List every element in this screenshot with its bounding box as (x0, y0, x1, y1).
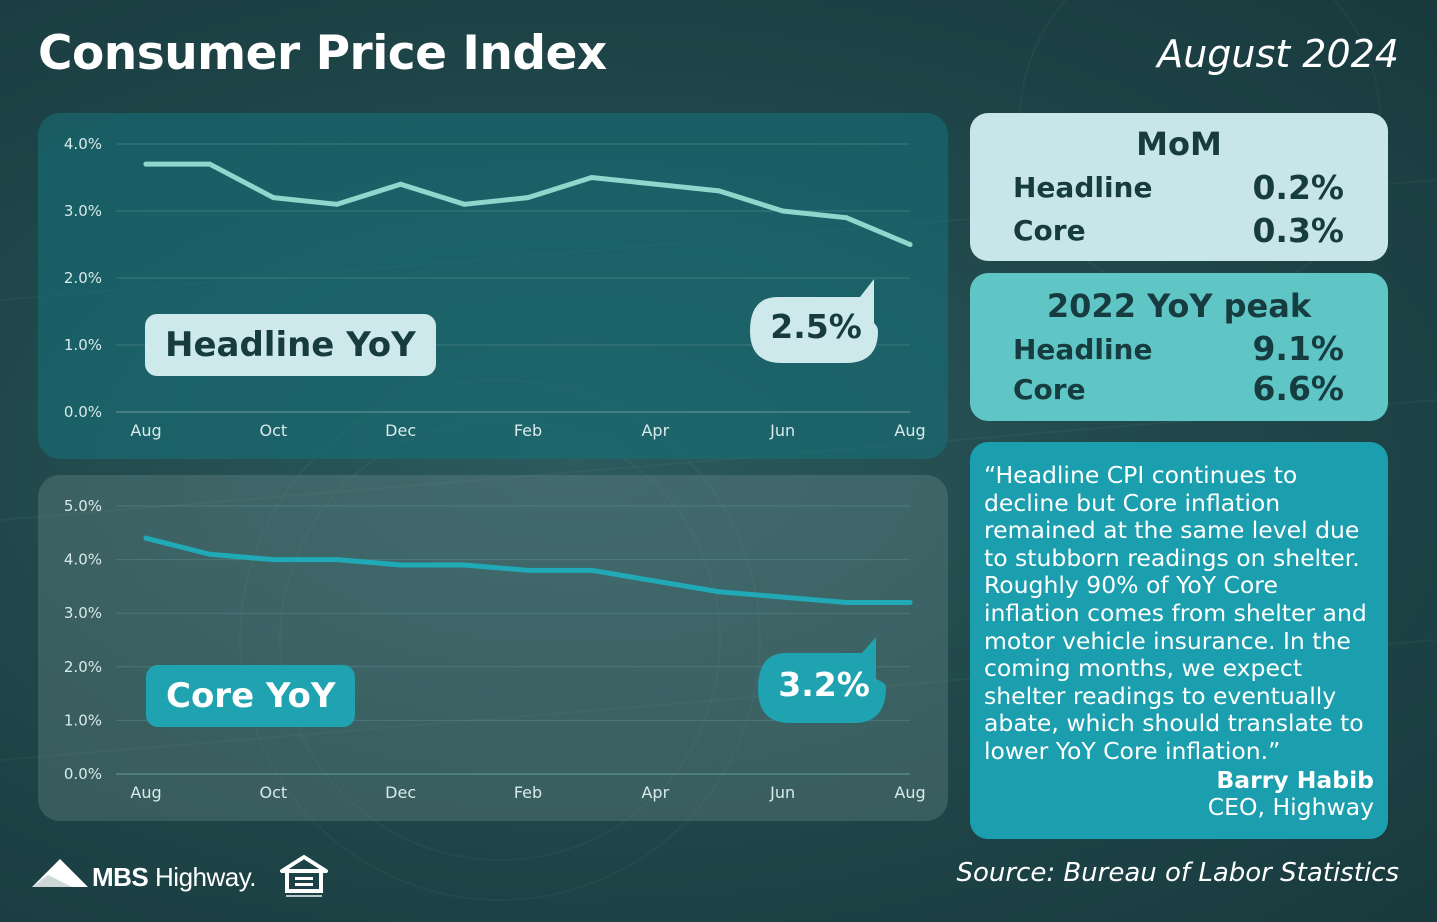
core-data-point (589, 567, 595, 573)
quote-author: Barry Habib (1216, 766, 1374, 794)
core-data-point (334, 557, 340, 563)
mom-headline-label: Headline (1013, 171, 1153, 204)
mom-core-label: Core (1013, 214, 1086, 247)
core-yoy-chart: 0.0% 1.0% 2.0% 3.0% 4.0% 5.0% Aug Oct Dec Feb Apr J… (64, 497, 926, 802)
headline-x-tick-label: Oct (259, 421, 287, 440)
core-yoy-label: Core YoY (146, 665, 356, 727)
headline-data-point (270, 195, 276, 201)
core-data-point (843, 599, 849, 605)
headline-data-point (780, 208, 786, 214)
core-y-tick-label: 0.0% (64, 765, 102, 783)
core-y-tick-label: 3.0% (64, 604, 102, 622)
core-y-tick-label: 2.0% (64, 658, 102, 676)
core-x-tick-label: Aug (130, 783, 161, 802)
core-data-point (461, 562, 467, 568)
headline-data-point (334, 201, 340, 207)
mom-headline-value: 0.2% (1252, 168, 1344, 207)
headline-data-point (589, 175, 595, 180)
mom-card: MoM Headline 0.2% Core 0.3% (970, 113, 1388, 261)
headline-data-point (461, 201, 467, 207)
headline-series-line (143, 161, 913, 247)
core-callout-value: 3.2% (778, 665, 870, 704)
quote-role: CEO, Highway (1207, 793, 1374, 821)
headline-y-tick-label: 0.0% (64, 403, 102, 421)
core-x-tick-label: Aug (894, 783, 925, 802)
brand-name: MBS Highway. (92, 862, 257, 892)
core-data-point (143, 535, 149, 541)
core-data-point (207, 551, 213, 557)
core-x-tick-label: Feb (514, 783, 542, 802)
headline-yoy-label: Headline YoY (145, 314, 436, 376)
headline-data-point (398, 181, 404, 187)
peak-core-value: 6.6% (1252, 369, 1344, 408)
peak-heading: 2022 YoY peak (1046, 287, 1312, 325)
core-x-tick-label: Oct (259, 783, 287, 802)
headline-x-tick-label: Feb (514, 421, 542, 440)
equal-housing-opportunity-icon (280, 855, 328, 897)
mom-core-value: 0.3% (1252, 211, 1344, 250)
peak-headline-value: 9.1% (1252, 329, 1344, 368)
core-x-tick-label: Apr (641, 783, 669, 802)
headline-yoy-chart: 0.0% 1.0% 2.0% 3.0% 4.0% Aug Oct Dec Feb Apr Jun Au… (64, 135, 926, 440)
headline-y-tick-label: 2.0% (64, 269, 102, 287)
quote-card: “Headline CPI continues to decline but C… (970, 442, 1388, 839)
core-y-tick-label: 5.0% (64, 497, 102, 515)
headline-y-tick-label: 4.0% (64, 135, 102, 153)
callout-bubble-icon (750, 279, 878, 363)
headline-x-tick-label: Apr (641, 421, 669, 440)
callout-bubble-icon (758, 637, 886, 723)
headline-y-tick-label: 1.0% (64, 336, 102, 354)
core-data-point (270, 557, 276, 563)
peak-core-label: Core (1013, 373, 1086, 406)
mom-heading: MoM (1136, 125, 1222, 163)
core-data-point (780, 594, 786, 600)
headline-x-tick-label: Dec (385, 421, 416, 440)
core-data-point (525, 567, 531, 573)
core-y-tick-label: 1.0% (64, 711, 102, 729)
peak-card: 2022 YoY peak Headline 9.1% Core 6.6% (970, 273, 1388, 421)
headline-data-point (207, 161, 213, 167)
headline-y-tick-label: 3.0% (64, 202, 102, 220)
peak-headline-label: Headline (1013, 333, 1153, 366)
report-date: August 2024 (1157, 32, 1399, 76)
quote-text: “Headline CPI continues to decline but C… (984, 461, 1367, 765)
headline-callout-value: 2.5% (770, 307, 862, 346)
core-data-point (716, 589, 722, 595)
core-y-tick-label: 4.0% (64, 551, 102, 569)
headline-data-point (907, 242, 913, 247)
headline-x-tick-label: Aug (894, 421, 925, 440)
headline-data-point (143, 161, 149, 167)
headline-yoy-panel: 0.0% 1.0% 2.0% 3.0% 4.0% Aug Oct Dec Feb Apr Jun Au… (38, 113, 948, 459)
headline-x-tick-label: Aug (130, 421, 161, 440)
core-yoy-panel: 0.0% 1.0% 2.0% 3.0% 4.0% 5.0% Aug Oct Dec Feb Apr J… (38, 475, 948, 821)
headline-data-point (843, 215, 849, 221)
headline-data-point (652, 181, 658, 187)
source-note: Source: Bureau of Labor Statistics (956, 858, 1399, 888)
core-data-point (398, 562, 404, 568)
page-title: Consumer Price Index (38, 26, 607, 81)
mountain-logo-icon (32, 859, 88, 887)
headline-data-point (716, 188, 722, 194)
core-data-point (907, 599, 913, 605)
headline-callout: 2.5% (750, 279, 882, 369)
core-x-tick-label: Jun (769, 783, 795, 802)
headline-data-point (525, 195, 531, 201)
core-data-point (652, 578, 658, 584)
core-x-tick-label: Dec (385, 783, 416, 802)
core-callout: 3.2% (758, 635, 890, 725)
headline-x-tick-label: Jun (769, 421, 795, 440)
